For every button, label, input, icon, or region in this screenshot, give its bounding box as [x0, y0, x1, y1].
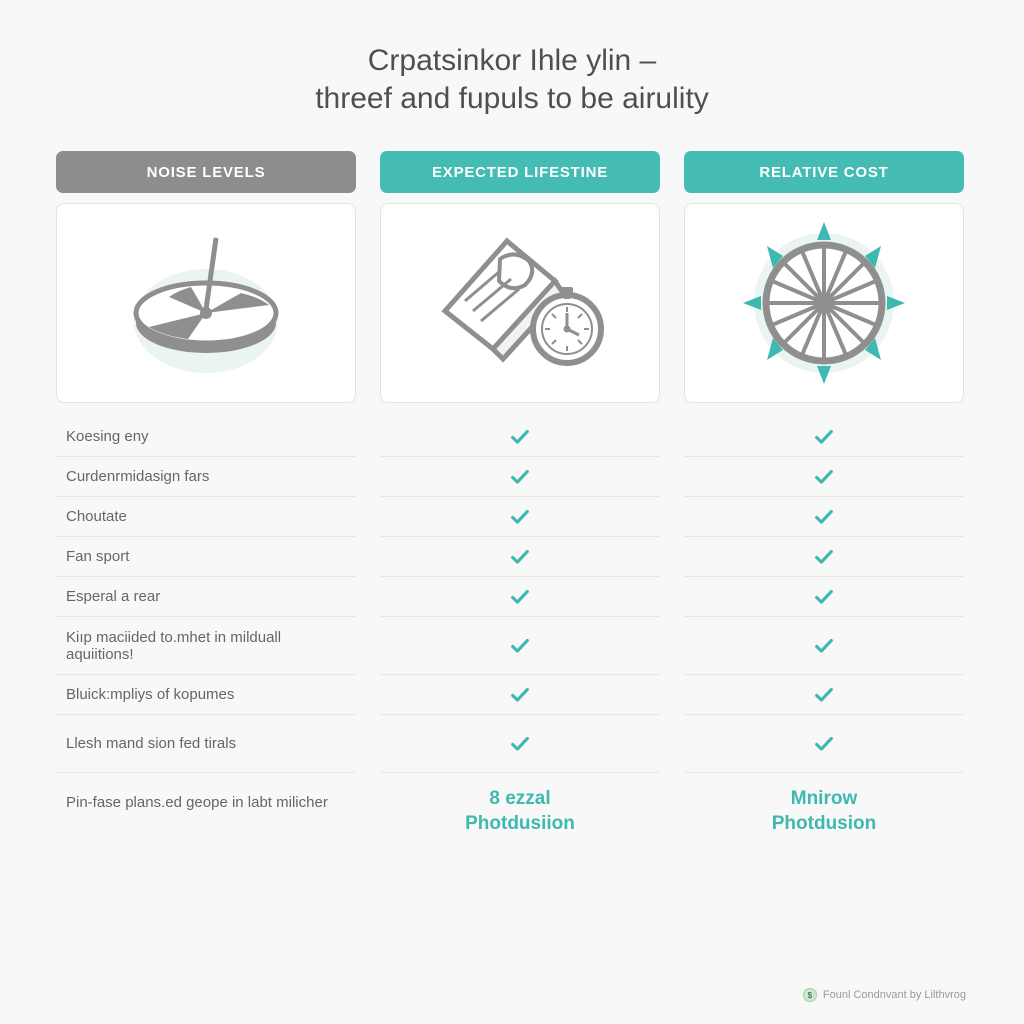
feature-label: Llesh mand sion fed tirals — [56, 715, 356, 773]
cell-lifetime — [380, 457, 660, 497]
fan-gauge-icon — [121, 223, 291, 383]
cell-lifetime — [380, 675, 660, 715]
column-cost: RELATIVE COST — [684, 151, 964, 836]
illustration-noise — [56, 203, 356, 403]
check-icon — [813, 586, 835, 608]
footer-text: Founl Condnvant by Lilthvrog — [823, 989, 966, 1001]
check-icon — [813, 635, 835, 657]
check-icon — [509, 586, 531, 608]
check-icon — [813, 684, 835, 706]
bottom-label-cost: MnirowPhotdusion — [684, 773, 964, 836]
footer-badge-icon: $ — [803, 988, 817, 1002]
feature-label: Curdenrmidasign fars — [56, 457, 356, 497]
cell-lifetime — [380, 715, 660, 773]
feature-label: Esperal a rear — [56, 577, 356, 617]
cell-cost — [684, 417, 964, 457]
feature-label: Kiıp maciided to.mhet in milduall aquiit… — [56, 617, 356, 675]
spoke-wheel-icon — [734, 218, 914, 388]
cell-lifetime — [380, 497, 660, 537]
cell-cost — [684, 537, 964, 577]
check-icon — [813, 733, 835, 755]
check-icon — [509, 426, 531, 448]
clock-papers-icon — [425, 223, 615, 383]
check-icon — [509, 733, 531, 755]
footer-credit: $ Founl Condnvant by Lilthvrog — [803, 988, 966, 1002]
column-header-lifetime: EXPECTED LIFESTINE — [380, 151, 660, 193]
illustration-lifetime — [380, 203, 660, 403]
cell-cost — [684, 497, 964, 537]
check-icon — [509, 466, 531, 488]
column-header-cost: RELATIVE COST — [684, 151, 964, 193]
cell-cost — [684, 457, 964, 497]
page-title: Crpatsinkor Ihle ylin – threef and fupul… — [56, 42, 968, 117]
feature-label: Fan sport — [56, 537, 356, 577]
feature-label: Bluick:mpliys of kopumes — [56, 675, 356, 715]
cell-cost — [684, 715, 964, 773]
cell-cost — [684, 617, 964, 675]
bottom-label-lifetime: 8 ezzalPhotdusiion — [380, 773, 660, 836]
cell-cost — [684, 577, 964, 617]
title-line-2: threef and fupuls to be airulity — [56, 80, 968, 118]
check-icon — [509, 684, 531, 706]
check-icon — [813, 466, 835, 488]
column-lifetime: EXPECTED LIFESTINE — [380, 151, 660, 836]
check-icon — [509, 546, 531, 568]
illustration-cost — [684, 203, 964, 403]
comparison-grid: NOISE LEVELS Koesing enyCurdenrmidasign … — [56, 151, 968, 836]
column-noise: NOISE LEVELS Koesing enyCurdenrmidasign … — [56, 151, 356, 836]
check-icon — [813, 506, 835, 528]
cell-lifetime — [380, 537, 660, 577]
title-line-1: Crpatsinkor Ihle ylin – — [56, 42, 968, 80]
check-icon — [509, 506, 531, 528]
feature-label: Koesing eny — [56, 417, 356, 457]
cell-cost — [684, 675, 964, 715]
feature-label: Pin-fase plans.ed geope in labt milicher — [56, 773, 356, 831]
cell-lifetime — [380, 617, 660, 675]
feature-label: Choutate — [56, 497, 356, 537]
cell-lifetime — [380, 577, 660, 617]
check-icon — [813, 426, 835, 448]
check-icon — [813, 546, 835, 568]
column-header-noise: NOISE LEVELS — [56, 151, 356, 193]
check-icon — [509, 635, 531, 657]
cell-lifetime — [380, 417, 660, 457]
